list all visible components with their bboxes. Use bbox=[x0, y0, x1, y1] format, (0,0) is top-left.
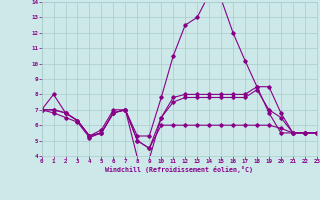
X-axis label: Windchill (Refroidissement éolien,°C): Windchill (Refroidissement éolien,°C) bbox=[105, 166, 253, 173]
